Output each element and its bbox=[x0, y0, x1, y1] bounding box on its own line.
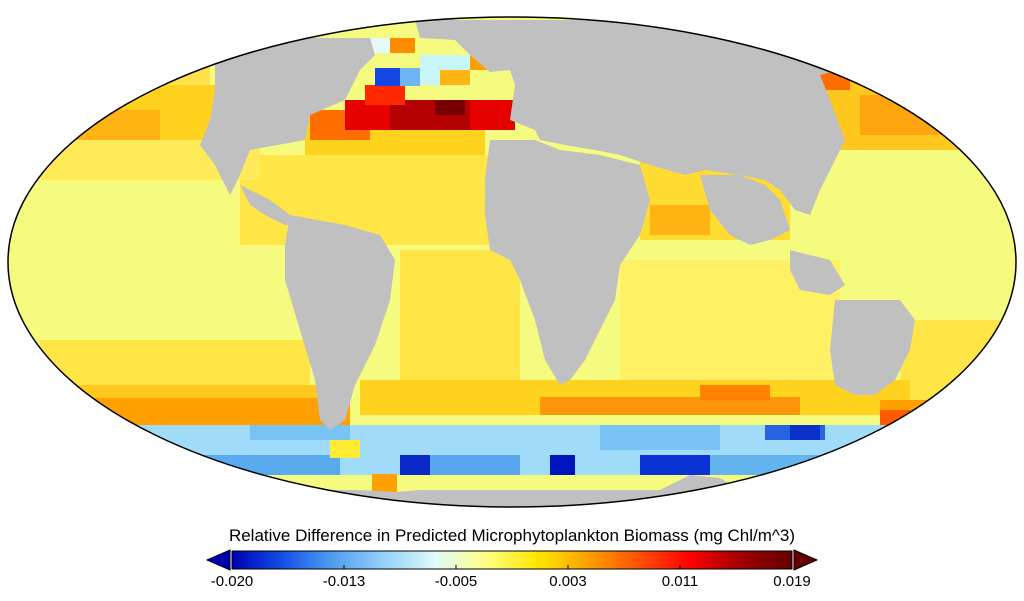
colorbar-gradient bbox=[231, 550, 793, 570]
colorbar-tick-label: -0.020 bbox=[210, 573, 254, 590]
ocean-cell bbox=[880, 410, 910, 425]
land-india bbox=[700, 175, 790, 245]
ocean-cell bbox=[700, 385, 770, 400]
land-eurasia bbox=[505, 20, 845, 215]
colorbar-title: Relative Difference in Predicted Microph… bbox=[228, 526, 796, 545]
ocean-cell bbox=[790, 425, 820, 440]
ocean-cell bbox=[160, 470, 200, 486]
ocean-cell bbox=[550, 455, 575, 475]
colorbar-under-arrow bbox=[205, 549, 231, 571]
ocean-cell bbox=[650, 205, 710, 235]
colorbar-tick-label: 0.003 bbox=[549, 573, 587, 590]
colorbar-ticks bbox=[231, 565, 793, 569]
land-australia bbox=[830, 300, 915, 395]
land-north-america bbox=[185, 38, 375, 195]
ocean-cell bbox=[430, 455, 520, 475]
land-central-america bbox=[240, 185, 300, 225]
land-antarctica bbox=[8, 475, 1016, 507]
land-masses bbox=[8, 20, 1016, 507]
ocean-cell bbox=[330, 440, 360, 458]
ocean-cell bbox=[540, 397, 800, 415]
ocean-cell bbox=[400, 455, 430, 475]
ocean-cell bbox=[710, 455, 910, 475]
globe-outline bbox=[7, 16, 1017, 508]
ocean-cell bbox=[110, 55, 210, 85]
ocean-cell bbox=[100, 455, 340, 475]
ocean-cell bbox=[640, 455, 710, 475]
land-south-america bbox=[285, 215, 395, 430]
colorbar bbox=[205, 549, 819, 571]
colorbar-over-arrow bbox=[793, 549, 819, 571]
colorbar-tick-label: 0.011 bbox=[661, 573, 699, 590]
land-indonesia bbox=[790, 250, 845, 295]
colorbar-tick-label: -0.005 bbox=[434, 573, 478, 590]
colorbar-tick-label: 0.019 bbox=[773, 573, 811, 590]
ocean-cell bbox=[365, 85, 405, 105]
colorbar-tick-label: -0.013 bbox=[322, 573, 366, 590]
land-africa bbox=[485, 140, 650, 385]
ocean-cell bbox=[390, 38, 415, 53]
ocean-cell bbox=[900, 320, 1000, 400]
ocean-cell bbox=[40, 110, 160, 140]
ocean-cell bbox=[600, 425, 720, 450]
ocean-cell bbox=[370, 38, 390, 53]
ocean-cell bbox=[400, 68, 420, 86]
ocean-cell bbox=[165, 472, 200, 488]
ocean-cell bbox=[375, 68, 400, 86]
ocean-cell bbox=[440, 70, 470, 85]
ocean-cell bbox=[400, 250, 520, 380]
ocean-cell bbox=[372, 474, 397, 492]
ocean-cell bbox=[240, 155, 490, 245]
ocean-cell bbox=[250, 425, 350, 440]
ocean-cell bbox=[435, 100, 465, 115]
